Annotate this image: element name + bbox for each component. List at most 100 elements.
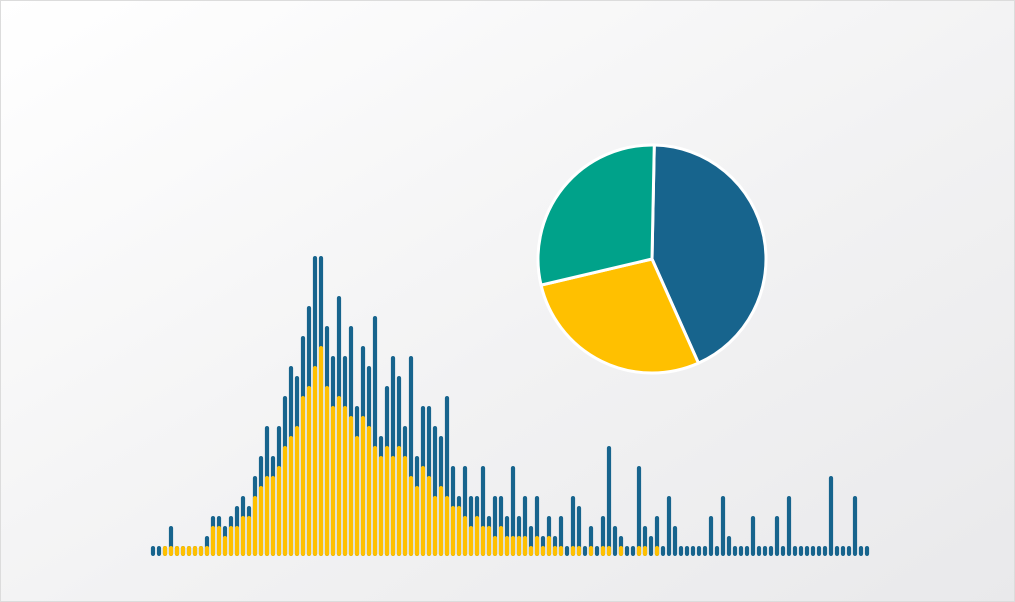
bar xyxy=(198,546,204,556)
bar xyxy=(690,546,696,556)
bar xyxy=(558,516,564,556)
bar xyxy=(594,546,600,556)
bar xyxy=(432,496,438,556)
bar xyxy=(246,516,252,556)
bar xyxy=(318,346,324,556)
bar xyxy=(480,526,486,556)
bar xyxy=(636,546,642,556)
bar xyxy=(384,446,390,556)
bar xyxy=(372,446,378,556)
bar xyxy=(546,536,552,556)
bar xyxy=(456,506,462,556)
pie-slice xyxy=(536,143,656,287)
bar xyxy=(426,476,432,556)
bar xyxy=(576,506,582,556)
bar xyxy=(588,546,594,556)
bar xyxy=(252,496,258,556)
bar xyxy=(210,526,216,556)
bar xyxy=(420,466,426,556)
bar xyxy=(822,546,828,556)
bar xyxy=(660,546,666,556)
bar xyxy=(414,486,420,556)
bar xyxy=(408,476,414,556)
bar xyxy=(852,496,858,556)
bar xyxy=(552,546,558,556)
bar xyxy=(666,496,672,556)
bar xyxy=(444,496,450,556)
bar xyxy=(528,546,534,556)
bar xyxy=(684,546,690,556)
bar xyxy=(786,496,792,556)
bar xyxy=(606,446,612,556)
bar xyxy=(732,546,738,556)
bar xyxy=(570,496,576,556)
bar xyxy=(738,546,744,556)
bar xyxy=(840,546,846,556)
bar xyxy=(168,546,174,556)
bar xyxy=(780,546,786,556)
bar xyxy=(300,396,306,556)
bar xyxy=(336,396,342,556)
bar xyxy=(264,476,270,556)
bar xyxy=(486,526,492,556)
bar xyxy=(258,486,264,556)
bar xyxy=(612,526,618,556)
pie-slice xyxy=(539,257,700,375)
bar xyxy=(186,546,192,556)
bar xyxy=(180,546,186,556)
bar xyxy=(672,526,678,556)
bar xyxy=(324,386,330,556)
bar xyxy=(306,386,312,556)
bar xyxy=(702,546,708,556)
bar xyxy=(216,526,222,556)
bar xyxy=(276,466,282,556)
bar xyxy=(792,546,798,556)
bar-chart xyxy=(150,256,870,556)
bar xyxy=(282,446,288,556)
bar xyxy=(804,546,810,556)
bar xyxy=(624,546,630,556)
bar xyxy=(510,466,516,556)
bar xyxy=(462,516,468,556)
bar xyxy=(816,546,822,556)
bar xyxy=(654,516,660,556)
bar xyxy=(864,546,870,556)
bar xyxy=(312,366,318,556)
bar xyxy=(582,546,588,556)
bar xyxy=(390,456,396,556)
bar xyxy=(450,506,456,556)
bar xyxy=(648,536,654,556)
bar xyxy=(846,546,852,556)
bar xyxy=(762,546,768,556)
bar xyxy=(756,546,762,556)
bar xyxy=(438,486,444,556)
pie-slice xyxy=(650,143,768,365)
bar xyxy=(744,546,750,556)
bar xyxy=(654,546,660,556)
bar xyxy=(600,516,606,556)
bar xyxy=(828,476,834,556)
bar xyxy=(708,516,714,556)
bar xyxy=(378,456,384,556)
bar xyxy=(540,546,546,556)
bar xyxy=(798,546,804,556)
bar xyxy=(240,516,246,556)
bar xyxy=(750,516,756,556)
bar xyxy=(192,546,198,556)
bar xyxy=(726,536,732,556)
bar xyxy=(504,536,510,556)
bar xyxy=(234,526,240,556)
bar xyxy=(360,416,366,556)
bar xyxy=(564,546,570,556)
bar xyxy=(576,546,582,556)
bar xyxy=(642,546,648,556)
bar xyxy=(510,536,516,556)
bar xyxy=(696,546,702,556)
bar xyxy=(402,456,408,556)
bar xyxy=(678,546,684,556)
bar xyxy=(162,546,168,556)
bar xyxy=(534,536,540,556)
bar xyxy=(570,546,576,556)
bar xyxy=(150,546,156,556)
